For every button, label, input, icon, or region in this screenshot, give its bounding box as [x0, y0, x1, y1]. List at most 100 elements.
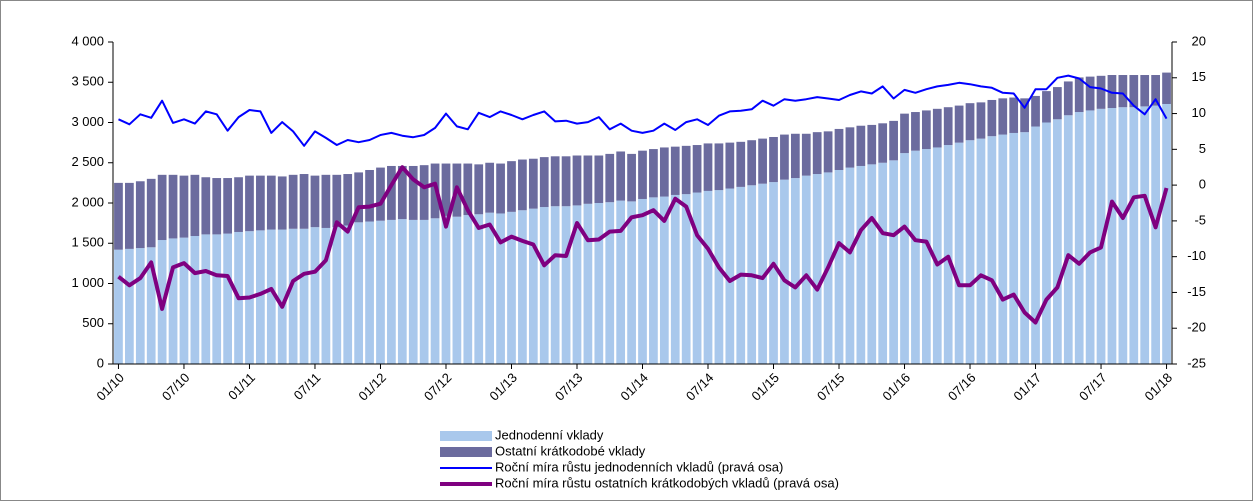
bar-segment [616, 151, 626, 201]
bar-segment [256, 230, 265, 364]
bar-segment [954, 105, 964, 143]
legend-label: Ostatní krátkodobé vklady [495, 443, 646, 458]
bar-segment [987, 99, 997, 137]
bar-segment [998, 134, 1008, 364]
bar-segment [223, 178, 233, 234]
legend-swatch [440, 431, 492, 441]
bar-segment [911, 150, 920, 364]
legend-label: Roční míra růstu ostatních krátkodobých … [495, 475, 839, 490]
y2-tick-label: 5 [1199, 141, 1206, 156]
y-tick-label: 4 000 [71, 33, 104, 48]
bar-segment [812, 174, 822, 364]
y2-tick-label: -5 [1194, 212, 1206, 227]
bar-segment [288, 228, 298, 364]
bar-segment [1140, 106, 1150, 365]
bar-segment [834, 169, 844, 364]
y-tick-label: 2 500 [71, 154, 104, 169]
bar-segment [845, 167, 855, 364]
bar-segment [845, 127, 855, 168]
bar-segment [550, 156, 560, 207]
bar-segment [310, 227, 320, 364]
bar-segment [299, 228, 309, 364]
bar-segment [943, 107, 953, 146]
bar-segment [441, 163, 451, 216]
bar-segment [856, 125, 866, 166]
bar-segment [223, 233, 233, 364]
bar-segment [277, 229, 287, 364]
bar-segment [1151, 75, 1160, 106]
y-tick-label: 500 [82, 315, 104, 330]
bar-segment [321, 174, 331, 228]
bar-segment [441, 215, 451, 364]
bar-segment [561, 206, 571, 364]
bar-segment [114, 249, 123, 364]
bar-segment [976, 102, 986, 139]
bar-segment [649, 149, 658, 198]
bar-segment [943, 145, 953, 364]
bar-segment [474, 164, 484, 215]
bar-segment [277, 176, 287, 230]
bar-segment [212, 178, 222, 235]
bar-segment [1009, 132, 1019, 364]
line-series [118, 74, 1168, 147]
bar-segment [376, 167, 385, 221]
bar-segment [266, 229, 276, 364]
bar-segment [321, 227, 331, 364]
bar-segment [769, 136, 778, 183]
bar-segment [1031, 95, 1040, 127]
bar-segment [256, 175, 265, 231]
bar-segment [801, 133, 811, 176]
bar-segment [1129, 107, 1139, 364]
bar-segment [616, 200, 626, 364]
bar-segment [419, 165, 429, 220]
bar-segment [1020, 98, 1029, 133]
bar-segment [452, 216, 462, 364]
bar-segment [125, 248, 134, 364]
bar-segment [528, 208, 538, 364]
y-tick-label: 3 500 [71, 74, 104, 89]
bar-segment [867, 124, 877, 165]
bar-segment [605, 202, 615, 364]
y2-tick-label: -15 [1187, 284, 1206, 299]
bar-segment [932, 108, 942, 148]
bar-segment [900, 113, 909, 154]
bar-segment [965, 103, 975, 141]
legend-label: Roční míra růstu jednodenních vkladů (pr… [495, 459, 783, 474]
bar-segment [1096, 108, 1106, 364]
bar-segment [703, 190, 713, 364]
bar-segment [408, 219, 418, 364]
bar-segment [976, 138, 986, 364]
bar-segment [769, 182, 778, 364]
bar-segment [1085, 110, 1095, 364]
bar-segment [387, 219, 396, 364]
legend-swatch [440, 447, 492, 457]
bar-segment [1052, 119, 1062, 364]
bar-segment [168, 238, 178, 364]
bar-segment [1107, 108, 1117, 364]
bar-segment [1031, 126, 1040, 365]
bar-segment [780, 134, 789, 180]
y-tick-label: 3 000 [71, 114, 104, 129]
bar-segment [594, 155, 604, 203]
bar-segment [288, 174, 298, 229]
y2-tick-label: -20 [1187, 320, 1206, 335]
bar-segment [507, 161, 516, 212]
bar-segment [518, 210, 527, 364]
bar-segment [780, 179, 789, 364]
bar-segment [725, 188, 735, 364]
bar-segment [1096, 75, 1106, 109]
bar-segment [539, 207, 549, 364]
bar-segment [539, 157, 549, 208]
bar-segment [659, 147, 669, 197]
y2-tick-label: -10 [1187, 248, 1206, 263]
bar-segment [114, 182, 123, 250]
bar-segment [354, 172, 364, 223]
bar-segment [299, 174, 309, 229]
bar-segment [518, 159, 527, 211]
y2-tick-label: -25 [1187, 355, 1206, 370]
y-tick-label: 2 000 [71, 194, 104, 209]
bar-segment [1162, 103, 1171, 365]
y2-tick-label: 10 [1192, 105, 1206, 120]
bar-segment [605, 153, 615, 203]
bar-segment [463, 163, 473, 216]
